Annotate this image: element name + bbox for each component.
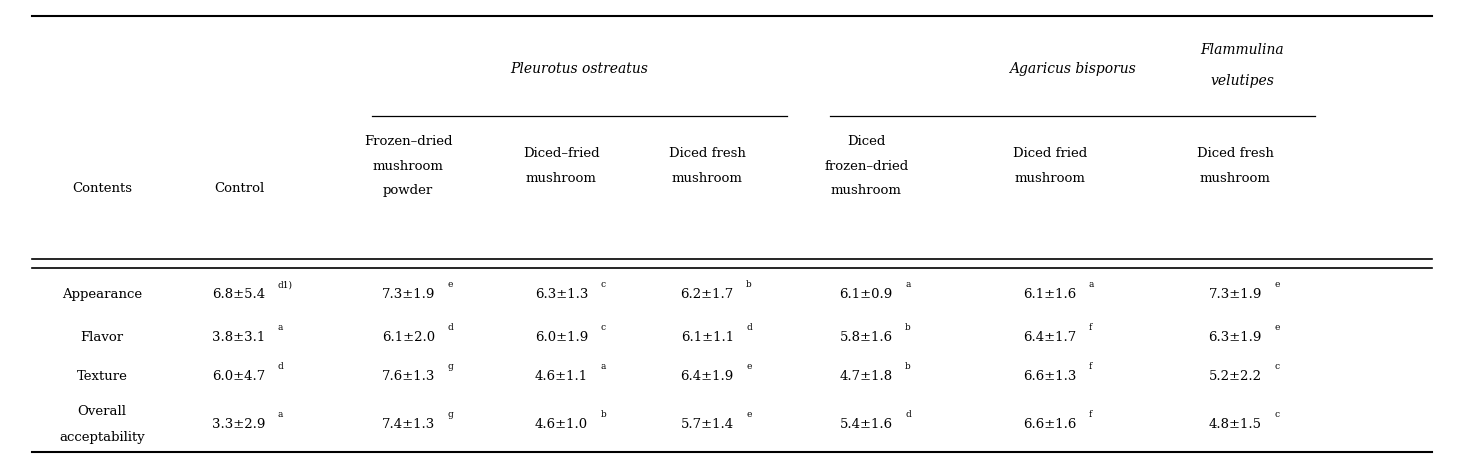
Text: 6.1±2.0: 6.1±2.0 xyxy=(382,331,435,344)
Text: Pleurotus ostreatus: Pleurotus ostreatus xyxy=(511,62,649,76)
Text: a: a xyxy=(278,410,284,419)
Text: 7.3±1.9: 7.3±1.9 xyxy=(1208,288,1262,301)
Text: Diced fresh: Diced fresh xyxy=(1196,147,1274,160)
Text: c: c xyxy=(600,280,606,289)
Text: Diced–fried: Diced–fried xyxy=(523,147,600,160)
Text: 6.0±1.9: 6.0±1.9 xyxy=(534,331,589,344)
Text: 5.2±2.2: 5.2±2.2 xyxy=(1209,370,1262,383)
Text: e: e xyxy=(747,363,751,371)
Text: f: f xyxy=(1089,363,1092,371)
Text: Diced fried: Diced fried xyxy=(1013,147,1088,160)
Text: 6.4±1.9: 6.4±1.9 xyxy=(681,370,733,383)
Text: mushroom: mushroom xyxy=(830,185,902,197)
Text: Flavor: Flavor xyxy=(81,331,123,344)
Text: g: g xyxy=(447,363,452,371)
Text: 4.6±1.0: 4.6±1.0 xyxy=(534,418,589,431)
Text: mushroom: mushroom xyxy=(373,160,444,173)
Text: 7.3±1.9: 7.3±1.9 xyxy=(382,288,435,301)
Text: Diced: Diced xyxy=(848,134,886,148)
Text: a: a xyxy=(1089,280,1094,289)
Text: c: c xyxy=(1274,410,1280,419)
Text: Flammulina: Flammulina xyxy=(1200,44,1284,57)
Text: 5.8±1.6: 5.8±1.6 xyxy=(840,331,893,344)
Text: 6.4±1.7: 6.4±1.7 xyxy=(1023,331,1076,344)
Text: b: b xyxy=(747,280,752,289)
Text: velutipes: velutipes xyxy=(1211,74,1274,88)
Text: e: e xyxy=(1274,280,1280,289)
Text: c: c xyxy=(1274,363,1280,371)
Text: 6.8±5.4: 6.8±5.4 xyxy=(212,288,265,301)
Text: f: f xyxy=(1089,323,1092,332)
Text: Agaricus bisporus: Agaricus bisporus xyxy=(1009,62,1136,76)
Text: 6.6±1.3: 6.6±1.3 xyxy=(1023,370,1076,383)
Text: mushroom: mushroom xyxy=(672,172,742,185)
Text: 7.4±1.3: 7.4±1.3 xyxy=(382,418,435,431)
Text: 6.3±1.3: 6.3±1.3 xyxy=(534,288,589,301)
Text: d: d xyxy=(905,410,911,419)
Text: b: b xyxy=(600,410,606,419)
Text: c: c xyxy=(600,323,606,332)
Text: powder: powder xyxy=(384,185,433,197)
Text: 4.7±1.8: 4.7±1.8 xyxy=(840,370,893,383)
Text: Control: Control xyxy=(214,182,264,195)
Text: 6.1±1.1: 6.1±1.1 xyxy=(681,331,733,344)
Text: mushroom: mushroom xyxy=(1015,172,1085,185)
Text: Diced fresh: Diced fresh xyxy=(669,147,745,160)
Text: 6.0±4.7: 6.0±4.7 xyxy=(212,370,265,383)
Text: e: e xyxy=(1274,323,1280,332)
Text: 5.4±1.6: 5.4±1.6 xyxy=(840,418,893,431)
Text: Texture: Texture xyxy=(76,370,127,383)
Text: f: f xyxy=(1089,410,1092,419)
Text: 6.1±0.9: 6.1±0.9 xyxy=(839,288,893,301)
Text: e: e xyxy=(747,410,751,419)
Text: 5.7±1.4: 5.7±1.4 xyxy=(681,418,733,431)
Text: d: d xyxy=(278,363,284,371)
Text: mushroom: mushroom xyxy=(526,172,597,185)
Text: a: a xyxy=(600,363,606,371)
Text: e: e xyxy=(447,280,452,289)
Text: 7.6±1.3: 7.6±1.3 xyxy=(382,370,435,383)
Text: a: a xyxy=(905,280,911,289)
Text: Appearance: Appearance xyxy=(61,288,142,301)
Text: b: b xyxy=(905,363,911,371)
Text: a: a xyxy=(278,323,284,332)
Text: frozen–dried: frozen–dried xyxy=(824,160,908,173)
Text: 6.2±1.7: 6.2±1.7 xyxy=(681,288,733,301)
Text: 3.8±3.1: 3.8±3.1 xyxy=(212,331,265,344)
Text: Contents: Contents xyxy=(72,182,132,195)
Text: 4.6±1.1: 4.6±1.1 xyxy=(534,370,589,383)
Text: mushroom: mushroom xyxy=(1199,172,1271,185)
Text: d1): d1) xyxy=(278,280,293,289)
Text: 4.8±1.5: 4.8±1.5 xyxy=(1209,418,1262,431)
Text: 6.3±1.9: 6.3±1.9 xyxy=(1208,331,1262,344)
Text: d: d xyxy=(447,323,452,332)
Text: b: b xyxy=(905,323,911,332)
Text: acceptability: acceptability xyxy=(59,431,145,444)
Text: Frozen–dried: Frozen–dried xyxy=(365,134,452,148)
Text: 3.3±2.9: 3.3±2.9 xyxy=(212,418,266,431)
Text: 6.1±1.6: 6.1±1.6 xyxy=(1023,288,1076,301)
Text: 6.6±1.6: 6.6±1.6 xyxy=(1023,418,1076,431)
Text: g: g xyxy=(447,410,452,419)
Text: Overall: Overall xyxy=(78,405,126,418)
Text: d: d xyxy=(747,323,752,332)
